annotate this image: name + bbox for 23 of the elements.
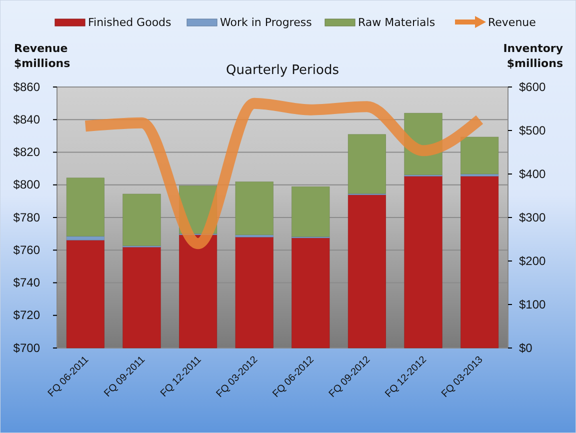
y-tick-label: $820 [13,145,40,160]
y2-tick-label: $500 [519,123,546,138]
y2-tick-label: $200 [519,254,546,268]
y2-tick-label: $0 [519,340,533,355]
y-axis-title: Revenue $millions [14,42,71,70]
legend-label: Raw Materials [358,16,436,29]
y2-axis-title: Inventory $millions [503,42,564,70]
y-tick-label: $740 [13,276,40,290]
y2-tick-label: $300 [519,210,546,224]
legend-label: Work in Progress [220,16,312,29]
chart-title: Quarterly Periods [226,63,340,78]
legend-label: Finished Goods [88,16,172,29]
y2-tick-label: $100 [519,297,546,312]
y2-tick-label: $400 [519,166,546,181]
y-tick-label: $720 [13,308,40,322]
y-tick-label: $800 [13,178,40,192]
y-tick-label: $760 [13,242,40,257]
legend-label: Revenue [488,16,536,29]
y-tick-label: $780 [13,210,40,224]
y2-tick-label: $600 [519,80,546,94]
y-tick-label: $840 [13,112,40,126]
y-tick-label: $700 [13,340,40,355]
y-tick-label: $860 [13,80,40,94]
